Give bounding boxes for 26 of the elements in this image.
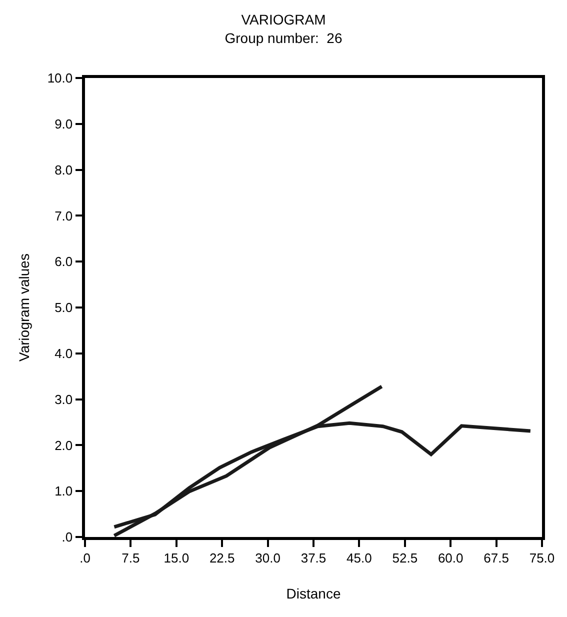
x-tick-label: .0 bbox=[80, 550, 90, 566]
chart-title: VARIOGRAM bbox=[241, 12, 326, 28]
y-tick-label: 3.0 bbox=[54, 392, 73, 407]
chart-subtitle: Group number: 26 bbox=[224, 30, 342, 46]
y-tick-label: 7.0 bbox=[54, 208, 73, 224]
y-tick-label: 8.0 bbox=[54, 162, 73, 178]
y-tick-label: 10.0 bbox=[47, 70, 73, 86]
y-tick-label: 6.0 bbox=[54, 254, 73, 270]
y-axis-title: Variogram values bbox=[16, 254, 32, 362]
y-tick-label: 4.0 bbox=[54, 346, 73, 361]
x-axis-title: Distance bbox=[286, 586, 341, 602]
x-tick-label: 37.5 bbox=[300, 550, 326, 566]
x-tick-label: 75.0 bbox=[529, 550, 555, 566]
x-tick-label: 7.5 bbox=[122, 550, 140, 566]
x-tick-label: 30.0 bbox=[255, 550, 280, 566]
x-tick-label: 60.0 bbox=[438, 550, 464, 566]
y-tick-label: 5.0 bbox=[54, 300, 73, 316]
y-tick-label: 2.0 bbox=[54, 438, 73, 453]
y-tick-label: 1.0 bbox=[54, 484, 73, 499]
x-tick-label: 67.5 bbox=[484, 550, 509, 566]
x-tick-label: 22.5 bbox=[209, 550, 235, 566]
x-tick-label: 15.0 bbox=[164, 550, 190, 566]
y-tick-label: .0 bbox=[62, 530, 73, 545]
y-tick-label: 9.0 bbox=[54, 116, 73, 132]
x-tick-label: 52.5 bbox=[392, 550, 418, 566]
x-tick-label: 45.0 bbox=[346, 550, 372, 566]
